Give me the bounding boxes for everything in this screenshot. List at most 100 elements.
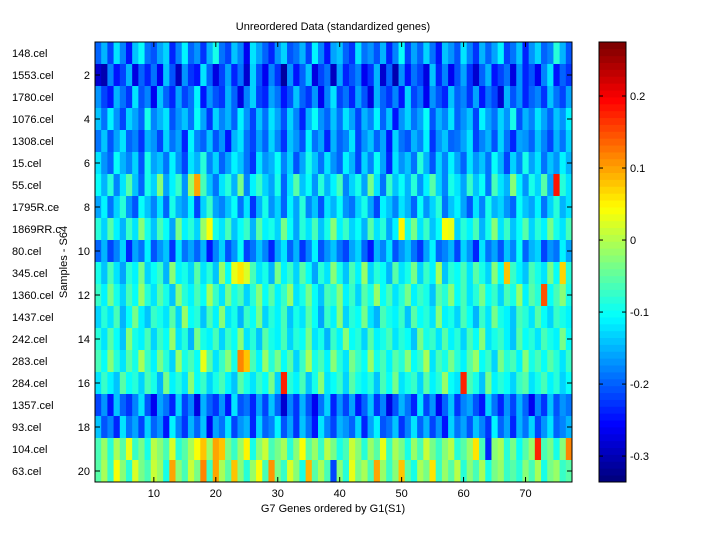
heatmap-cell <box>243 416 251 439</box>
heatmap-cell <box>231 64 238 87</box>
heatmap-cell <box>423 108 430 131</box>
heatmap-cell <box>200 86 207 109</box>
heatmap-cell <box>194 64 201 87</box>
heatmap-cell <box>125 108 133 131</box>
heatmap-cell <box>144 174 152 197</box>
heatmap-cell <box>342 218 350 241</box>
heatmap-cell <box>485 350 492 373</box>
y-tick-label: 14 <box>78 334 90 346</box>
colorbar-segment <box>599 248 626 256</box>
heatmap-cell <box>138 306 145 329</box>
heatmap-cell <box>119 394 127 417</box>
heatmap-cell <box>243 394 251 417</box>
heatmap-cell <box>355 64 362 87</box>
heatmap-cell <box>169 218 176 241</box>
heatmap-cell <box>448 284 455 307</box>
heatmap-cell <box>423 174 430 197</box>
heatmap-cell <box>516 306 523 329</box>
heatmap-cell <box>373 438 381 461</box>
heatmap-cell <box>379 328 387 351</box>
heatmap-cell <box>175 394 183 417</box>
heatmap-cell <box>243 196 251 219</box>
heatmap-cell <box>156 372 164 395</box>
heatmap-cell <box>386 240 393 263</box>
heatmap-cell <box>299 86 307 109</box>
heatmap-cell <box>119 416 127 439</box>
heatmap-cell <box>485 108 492 131</box>
heatmap-cell <box>330 306 337 329</box>
heatmap-cell <box>367 42 375 65</box>
heatmap-cell <box>311 174 319 197</box>
heatmap-cell <box>522 86 530 109</box>
heatmap-cell <box>293 416 300 439</box>
heatmap-cell <box>460 130 468 153</box>
colorbar-segment <box>599 344 626 352</box>
heatmap-cell <box>280 64 288 87</box>
heatmap-cell <box>355 108 362 131</box>
heatmap-cell <box>318 86 325 109</box>
heatmap-cell <box>441 416 449 439</box>
heatmap-cell <box>541 108 548 131</box>
y-tick-label: 16 <box>78 378 90 390</box>
heatmap-cell <box>479 394 486 417</box>
colorbar-tick-label: 0.2 <box>630 91 645 103</box>
heatmap-cell <box>113 64 121 87</box>
heatmap-cell <box>559 438 567 461</box>
heatmap-cell <box>398 130 406 153</box>
heatmap-cell <box>256 262 263 285</box>
heatmap-cell <box>367 218 375 241</box>
heatmap-cell <box>541 152 548 175</box>
sample-row-label: 284.cel <box>12 378 47 390</box>
heatmap-cell <box>225 460 232 483</box>
heatmap-cell <box>528 262 536 285</box>
colorbar-segment <box>599 323 626 332</box>
heatmap-cell <box>187 86 195 109</box>
colorbar-segment <box>599 193 626 201</box>
heatmap-cell <box>138 460 145 483</box>
heatmap-cell <box>510 328 517 351</box>
heatmap-cell <box>299 152 307 175</box>
heatmap-cell <box>169 42 176 65</box>
heatmap-cell <box>367 372 375 395</box>
heatmap-cell <box>274 108 282 131</box>
heatmap-cell <box>479 328 486 351</box>
heatmap-cell <box>262 174 269 197</box>
heatmap-cell <box>429 460 437 483</box>
heatmap-cell <box>435 108 443 131</box>
heatmap-cell <box>287 416 294 439</box>
heatmap-cell <box>373 130 381 153</box>
heatmap-cell <box>472 196 480 219</box>
heatmap-cell <box>466 130 474 153</box>
heatmap-cell <box>299 42 307 65</box>
heatmap-cell <box>441 372 449 395</box>
heatmap-cell <box>262 64 269 87</box>
heatmap-cell <box>417 372 424 395</box>
heatmap-cell <box>280 196 288 219</box>
heatmap-cell <box>150 262 158 285</box>
heatmap-cell <box>497 394 505 417</box>
heatmap-cell <box>225 262 232 285</box>
heatmap-cell <box>194 174 201 197</box>
heatmap-cell <box>355 174 362 197</box>
heatmap-cell <box>175 460 183 483</box>
heatmap-cell <box>441 262 449 285</box>
heatmap-cell <box>466 438 474 461</box>
heatmap-cell <box>231 416 238 439</box>
heatmap-cell <box>398 460 406 483</box>
heatmap-cell <box>534 416 542 439</box>
heatmap-cell <box>293 64 300 87</box>
heatmap-cell <box>503 416 511 439</box>
heatmap-cell <box>398 372 406 395</box>
heatmap-cell <box>132 196 139 219</box>
heatmap-cell <box>125 438 133 461</box>
heatmap-cell <box>107 284 114 307</box>
heatmap-cell <box>435 284 443 307</box>
heatmap-cell <box>348 438 356 461</box>
heatmap-cell <box>472 306 480 329</box>
heatmap-cell <box>398 152 406 175</box>
heatmap-cell <box>472 394 480 417</box>
heatmap-cell <box>212 416 220 439</box>
heatmap-cell <box>280 86 288 109</box>
heatmap-cell <box>225 372 232 395</box>
heatmap-cell <box>491 86 499 109</box>
